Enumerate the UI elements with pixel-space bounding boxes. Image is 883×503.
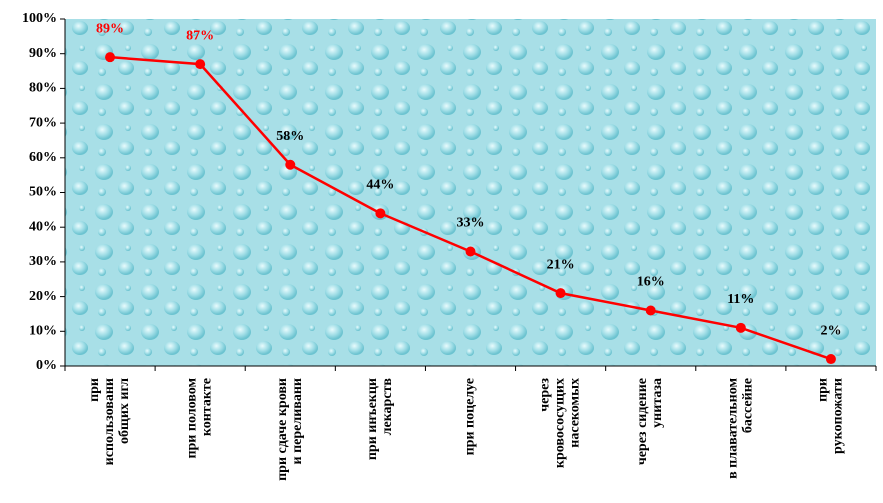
x-tick-label: при половомконтакте xyxy=(185,378,215,459)
plot-background xyxy=(65,19,876,366)
data-label: 89% xyxy=(96,21,124,36)
y-tick-label: 70% xyxy=(29,115,57,130)
point xyxy=(825,354,836,365)
point xyxy=(105,52,116,63)
point xyxy=(645,305,656,316)
data-label: 87% xyxy=(186,28,214,43)
y-tick-label: 0% xyxy=(36,358,57,373)
data-label: 16% xyxy=(637,275,665,290)
point xyxy=(195,59,206,70)
data-label: 21% xyxy=(547,257,575,272)
data-label: 2% xyxy=(820,323,841,338)
x-tick-label: черезкровососущихнасекомых xyxy=(538,378,583,468)
y-tick-label: 20% xyxy=(29,289,57,304)
x-tick-label: при сдаче кровии переливани xyxy=(275,378,305,481)
y-tick-label: 10% xyxy=(29,324,57,339)
data-label: 44% xyxy=(366,178,394,193)
point xyxy=(285,159,296,170)
data-label: 33% xyxy=(457,216,485,231)
x-tick-label: прирукопожати xyxy=(816,378,846,454)
point xyxy=(375,208,386,219)
x-tick-label: через сидениеунитаза xyxy=(635,378,665,465)
point xyxy=(735,322,746,333)
x-tick-label: прииспользованиобщих игл xyxy=(87,378,132,465)
y-tick-label: 50% xyxy=(29,185,57,200)
y-tick-label: 40% xyxy=(29,219,57,234)
point xyxy=(465,246,476,257)
y-tick-label: 100% xyxy=(22,11,57,26)
data-label: 11% xyxy=(727,292,754,307)
y-tick-label: 80% xyxy=(29,81,57,96)
x-tick-label: в плавательномбассейне xyxy=(726,378,756,479)
x-tick-label: при поцелуе xyxy=(463,378,478,455)
y-tick-label: 60% xyxy=(29,150,57,165)
point xyxy=(555,288,566,299)
y-tick-label: 90% xyxy=(29,46,57,61)
x-tick-label: при инъекцилекарств xyxy=(365,378,395,461)
y-tick-label: 30% xyxy=(29,254,57,269)
data-label: 58% xyxy=(276,129,304,144)
